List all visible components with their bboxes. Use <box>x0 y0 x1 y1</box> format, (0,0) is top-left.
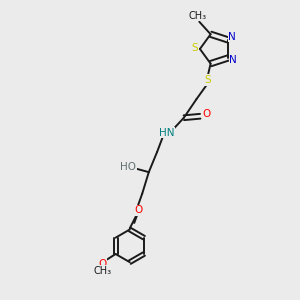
Text: HN: HN <box>159 128 175 138</box>
Text: CH₃: CH₃ <box>189 11 207 21</box>
Text: N: N <box>229 32 236 42</box>
Text: N: N <box>230 55 237 64</box>
Text: HO: HO <box>120 162 136 172</box>
Text: O: O <box>202 109 210 119</box>
Text: S: S <box>191 43 198 53</box>
Text: O: O <box>99 259 107 269</box>
Text: CH₃: CH₃ <box>94 266 112 276</box>
Text: O: O <box>134 205 142 215</box>
Text: S: S <box>204 75 211 85</box>
